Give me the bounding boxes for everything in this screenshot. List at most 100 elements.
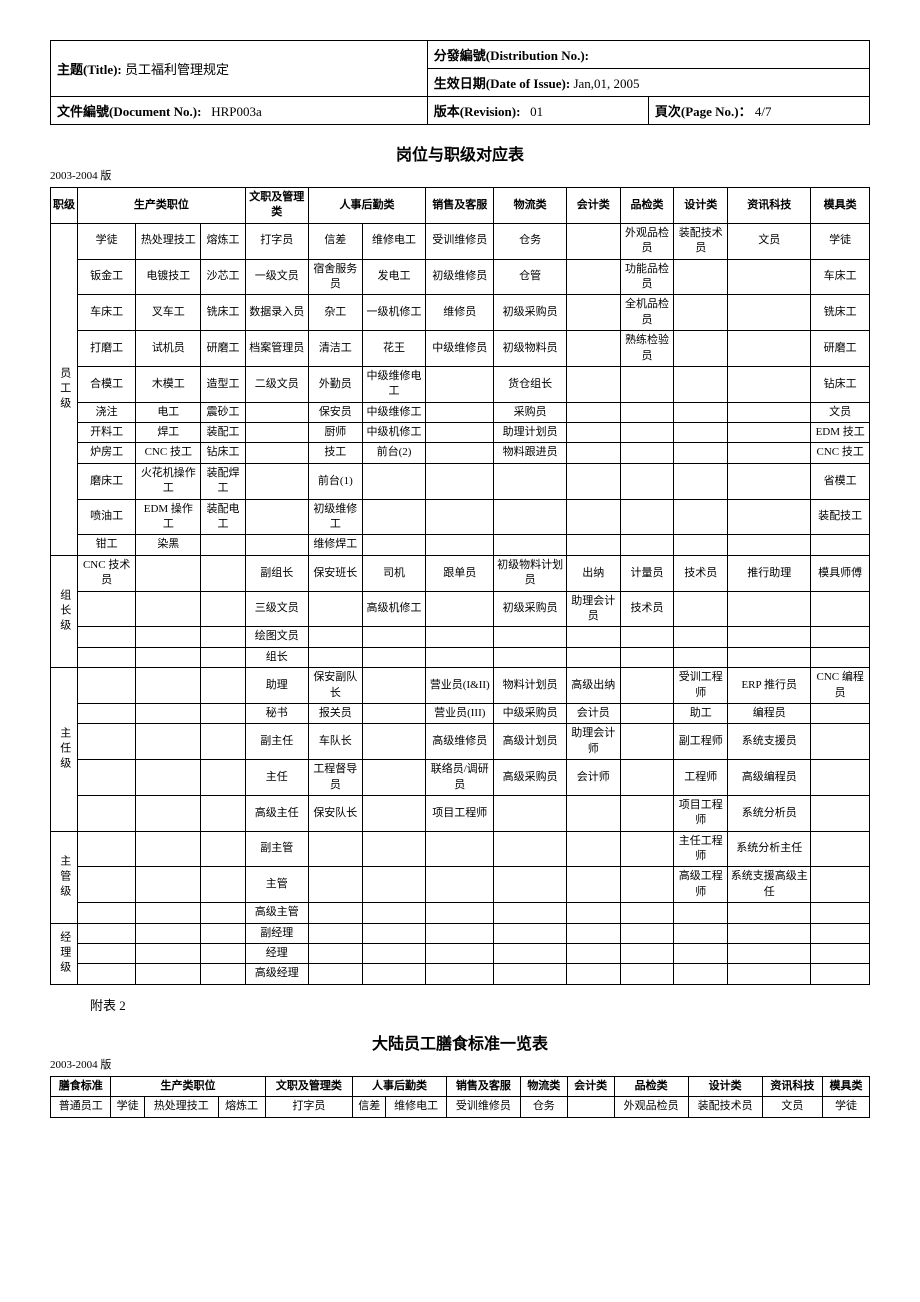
table1-title: 岗位与职级对应表 xyxy=(50,141,870,165)
table-cell xyxy=(566,627,620,647)
table-cell: 副组长 xyxy=(245,555,308,591)
table-cell: 学徒 xyxy=(811,223,870,259)
table-cell: EDM 技工 xyxy=(811,423,870,443)
grade-label: 主管级 xyxy=(51,831,78,923)
table-cell: 仓务 xyxy=(520,1097,567,1117)
table-cell xyxy=(201,668,245,704)
table-cell: 二级文员 xyxy=(245,366,308,402)
table-cell xyxy=(674,366,728,402)
table-cell xyxy=(362,703,425,723)
table-cell xyxy=(674,331,728,367)
table-cell xyxy=(494,499,567,535)
table-cell xyxy=(620,724,674,760)
table-cell xyxy=(426,903,494,923)
table-cell xyxy=(136,703,201,723)
table-cell: 档案管理员 xyxy=(245,331,308,367)
table-cell xyxy=(566,923,620,943)
table-cell: 文员 xyxy=(811,402,870,422)
table-cell xyxy=(620,366,674,402)
table-cell xyxy=(728,499,811,535)
table-cell: 浇注 xyxy=(78,402,136,422)
table-cell: 外观品检员 xyxy=(620,223,674,259)
table-cell xyxy=(620,443,674,463)
table-cell: 研磨工 xyxy=(201,331,245,367)
table-cell xyxy=(494,944,567,964)
col-header: 物流类 xyxy=(494,188,567,224)
table-cell xyxy=(728,627,811,647)
table1-version: 2003-2004 版 xyxy=(50,167,870,183)
table-cell xyxy=(566,463,620,499)
table-cell: 保安副队长 xyxy=(308,668,362,704)
table-cell: 车床工 xyxy=(78,295,136,331)
table-cell xyxy=(620,831,674,867)
table-cell xyxy=(201,535,245,555)
table-cell xyxy=(78,627,136,647)
table-cell: 系统支援高级主任 xyxy=(728,867,811,903)
table-cell: 物料计划员 xyxy=(494,668,567,704)
table-cell xyxy=(674,647,728,667)
table-cell: 打字员 xyxy=(265,1097,353,1117)
table-cell: 项目工程师 xyxy=(674,795,728,831)
table-cell: 保安班长 xyxy=(308,555,362,591)
table-cell: 高级主管 xyxy=(245,903,308,923)
table-cell xyxy=(494,964,567,984)
table-cell xyxy=(620,423,674,443)
table-cell xyxy=(362,903,425,923)
table-cell: 副经理 xyxy=(245,923,308,943)
table-cell xyxy=(362,647,425,667)
table-cell xyxy=(136,903,201,923)
col-header: 资讯科技 xyxy=(728,188,811,224)
table-cell xyxy=(728,964,811,984)
table-cell xyxy=(811,591,870,627)
table-cell xyxy=(728,259,811,295)
table-cell: 装配焊工 xyxy=(201,463,245,499)
col-header: 会计类 xyxy=(567,1076,614,1096)
table-cell xyxy=(620,964,674,984)
table-cell xyxy=(811,944,870,964)
table-cell xyxy=(245,535,308,555)
table-cell xyxy=(201,903,245,923)
table-cell xyxy=(136,831,201,867)
grade-label: 员工级 xyxy=(51,223,78,555)
attachment-2-label: 附表 2 xyxy=(90,995,870,1014)
table-cell xyxy=(620,402,674,422)
table-cell xyxy=(728,366,811,402)
table-cell xyxy=(620,760,674,796)
table-cell xyxy=(811,724,870,760)
table-cell xyxy=(245,499,308,535)
table-cell: 高级维修员 xyxy=(426,724,494,760)
table-cell xyxy=(728,331,811,367)
table-cell xyxy=(426,499,494,535)
table-cell xyxy=(566,366,620,402)
table-cell: 受训维修员 xyxy=(446,1097,520,1117)
table-cell xyxy=(566,903,620,923)
table-cell xyxy=(201,591,245,627)
table-cell xyxy=(566,443,620,463)
table-cell xyxy=(728,923,811,943)
table-cell: 中级维修员 xyxy=(426,331,494,367)
table-cell: 普通员工 xyxy=(51,1097,111,1117)
table-cell: 宿舍服务员 xyxy=(308,259,362,295)
table-cell xyxy=(674,402,728,422)
table-cell: 货仓组长 xyxy=(494,366,567,402)
table-cell: 外观品检员 xyxy=(614,1097,688,1117)
table-cell: 初级采购员 xyxy=(494,591,567,627)
col-header: 生产类职位 xyxy=(111,1076,265,1096)
table-cell xyxy=(674,463,728,499)
table-cell: 炉房工 xyxy=(78,443,136,463)
table-cell: 仓管 xyxy=(494,259,567,295)
table-cell: 研磨工 xyxy=(811,331,870,367)
table-cell: 热处理技工 xyxy=(136,223,201,259)
table-cell xyxy=(674,499,728,535)
table-cell xyxy=(566,295,620,331)
table-cell xyxy=(136,627,201,647)
table-cell xyxy=(494,627,567,647)
table-cell: 初级采购员 xyxy=(494,295,567,331)
table-cell xyxy=(811,867,870,903)
table-cell: 磨床工 xyxy=(78,463,136,499)
table-cell: 合模工 xyxy=(78,366,136,402)
doc-header-table: 主题(Title): 员工福利管理规定 分發編號(Distribution No… xyxy=(50,40,870,125)
table-cell xyxy=(426,627,494,647)
table-cell: 维修焊工 xyxy=(308,535,362,555)
table-cell: 系统支援员 xyxy=(728,724,811,760)
